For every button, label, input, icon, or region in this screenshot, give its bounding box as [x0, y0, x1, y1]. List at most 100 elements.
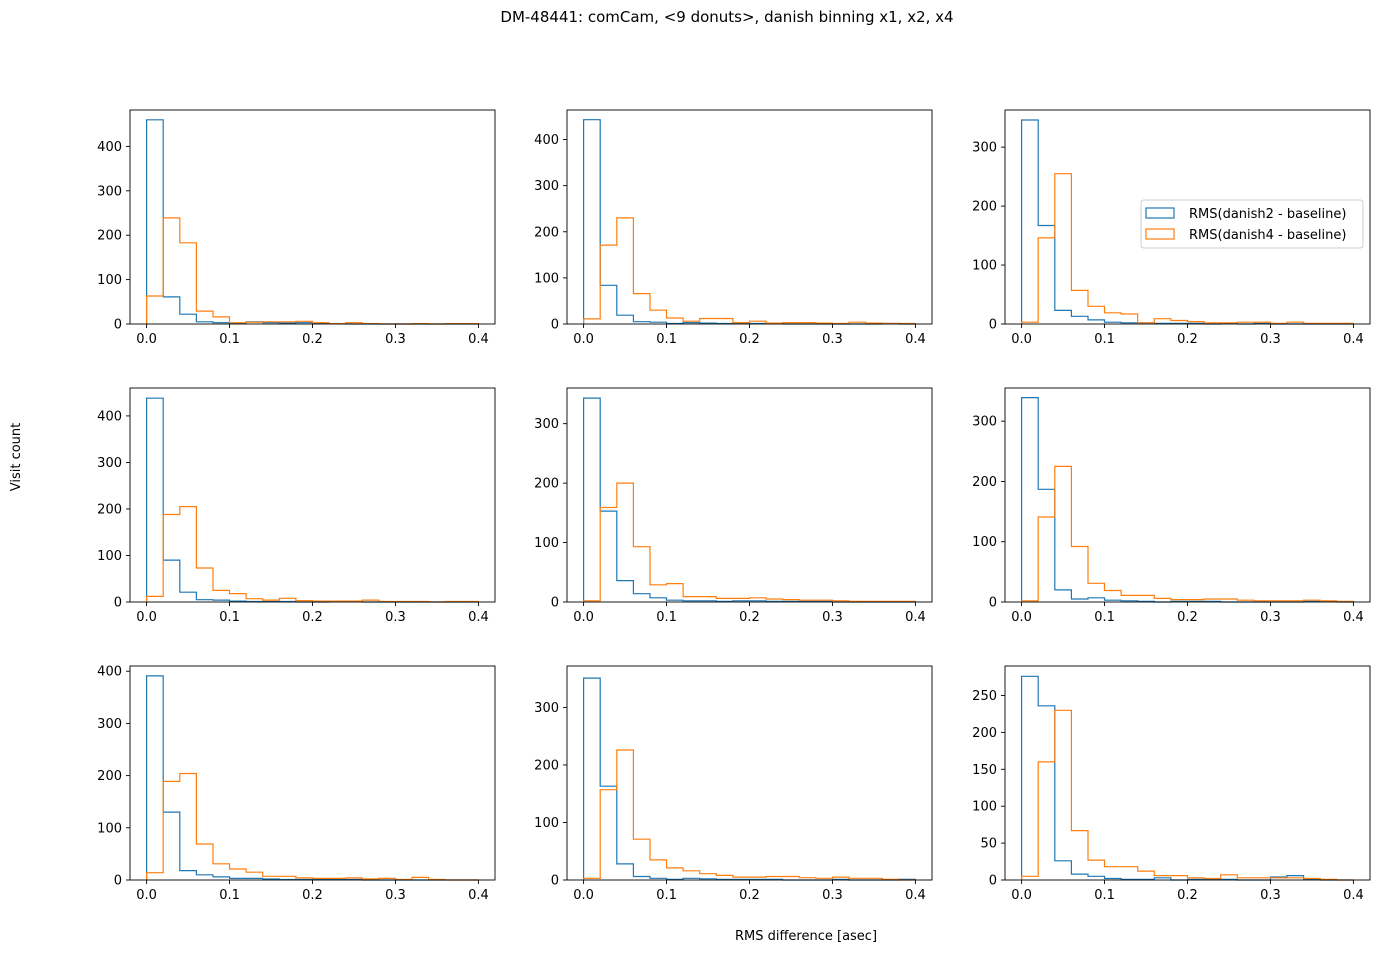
- y-tick-label: 100: [972, 800, 997, 815]
- x-tick-label: 0.2: [739, 332, 760, 347]
- figure-title: DM-48441: comCam, <9 donuts>, danish bin…: [500, 8, 953, 26]
- x-tick-label: 0.1: [219, 888, 240, 903]
- x-tick-label: 0.0: [1011, 332, 1032, 347]
- x-tick-label: 0.1: [656, 888, 677, 903]
- legend-box: [1140, 199, 1364, 249]
- x-tick-label: 0.2: [1177, 610, 1198, 625]
- x-tick-label: 0.1: [656, 332, 677, 347]
- x-tick-label: 0.3: [1260, 332, 1281, 347]
- y-tick-label: 0: [989, 318, 997, 333]
- x-tick-label: 0.1: [219, 610, 240, 625]
- y-tick-label: 400: [97, 140, 122, 155]
- y-tick-label: 0: [551, 874, 559, 889]
- x-tick-label: 0.1: [1094, 888, 1115, 903]
- histogram-series-2-panel-5: [583, 482, 916, 602]
- y-tick-label: 100: [534, 536, 559, 551]
- y-tick-label: 300: [97, 717, 122, 732]
- x-tick-label: 0.1: [656, 610, 677, 625]
- y-tick-label: 200: [972, 726, 997, 741]
- y-tick-label: 300: [972, 415, 997, 430]
- x-tick-label: 0.4: [468, 888, 489, 903]
- histogram-series-2-panel-3: [1021, 173, 1354, 324]
- x-tick-label: 0.2: [302, 610, 323, 625]
- y-tick-label: 0: [114, 596, 122, 611]
- y-tick-label: 100: [534, 271, 559, 286]
- y-tick-label: 300: [972, 141, 997, 156]
- histogram-panel-7: 0.0 0.1 0.2 0.3 0.4 0 100 200 300 400: [97, 665, 496, 903]
- y-tick-label: 200: [97, 502, 122, 517]
- histogram-panel-2: 0.0 0.1 0.2 0.3 0.4 0 100 200 300 400 RMS(danish2 …: [534, 109, 1364, 347]
- y-tick-label: 200: [972, 200, 997, 215]
- x-tick-label: 0.0: [573, 610, 594, 625]
- y-tick-label: 300: [97, 456, 122, 471]
- x-tick-label: 0.1: [219, 332, 240, 347]
- x-tick-label: 0.1: [1094, 332, 1115, 347]
- legend-label-1: RMS(danish2 - baseline): [1189, 207, 1346, 222]
- histogram-panel-6: 0.0 0.1 0.2 0.3 0.4 0 100 200 300: [972, 387, 1371, 625]
- histogram-series-2-panel-8: [583, 749, 916, 881]
- y-tick-label: 100: [97, 273, 122, 288]
- y-tick-label: 100: [972, 259, 997, 274]
- histogram-panel-4: 0.0 0.1 0.2 0.3 0.4 0 100 200 300 400: [97, 387, 496, 625]
- y-tick-label: 150: [972, 763, 997, 778]
- x-tick-label: 0.4: [905, 332, 926, 347]
- x-axis-label: RMS difference [asec]: [735, 929, 877, 944]
- legend: RMS(danish2 - baseline) RMS(danish4 - bas…: [1140, 199, 1364, 249]
- x-tick-label: 0.0: [136, 610, 157, 625]
- y-tick-label: 0: [989, 596, 997, 611]
- y-tick-label: 400: [97, 409, 122, 424]
- legend-swatch-2: [1145, 228, 1175, 240]
- x-tick-label: 0.0: [136, 332, 157, 347]
- x-tick-label: 0.2: [739, 610, 760, 625]
- y-tick-label: 200: [534, 758, 559, 773]
- y-tick-label: 200: [97, 769, 122, 784]
- y-tick-label: 0: [114, 318, 122, 333]
- y-tick-label: 0: [551, 596, 559, 611]
- x-tick-label: 0.3: [822, 888, 843, 903]
- x-tick-label: 0.3: [822, 610, 843, 625]
- x-tick-label: 0.3: [385, 888, 406, 903]
- x-tick-label: 0.1: [1094, 610, 1115, 625]
- y-tick-label: 50: [980, 837, 997, 852]
- y-tick-label: 100: [972, 535, 997, 550]
- y-tick-label: 200: [534, 477, 559, 492]
- histogram-series-2-panel-7: [146, 772, 479, 881]
- y-tick-label: 300: [534, 179, 559, 194]
- y-tick-label: 100: [534, 816, 559, 831]
- histogram-series-2-panel-2: [583, 217, 916, 325]
- y-tick-label: 200: [972, 475, 997, 490]
- x-tick-label: 0.0: [1011, 610, 1032, 625]
- y-tick-label: 0: [114, 874, 122, 889]
- x-tick-label: 0.4: [468, 610, 489, 625]
- x-tick-label: 0.0: [1011, 888, 1032, 903]
- legend-swatch-1: [1145, 207, 1175, 219]
- y-tick-label: 0: [989, 874, 997, 889]
- y-tick-label: 100: [97, 821, 122, 836]
- y-tick-label: 400: [534, 133, 559, 148]
- x-tick-label: 0.0: [136, 888, 157, 903]
- histogram-panel-8: 0.0 0.1 0.2 0.3 0.4 0 100 200 300: [534, 665, 933, 903]
- y-tick-label: 0: [551, 318, 559, 333]
- histogram-panel-9: 0.0 0.1 0.2 0.3 0.4 0 50 100 150 200 250: [972, 665, 1371, 903]
- histogram-series-2-panel-6: [1021, 465, 1354, 602]
- x-tick-label: 0.4: [1343, 610, 1364, 625]
- histogram-series-2-panel-9: [1021, 709, 1354, 881]
- x-tick-label: 0.3: [385, 332, 406, 347]
- x-tick-label: 0.4: [1343, 888, 1364, 903]
- y-axis-label: Visit count: [9, 423, 24, 492]
- histogram-panels: 0.0 0.1 0.2 0.3 0.4 0 100 200 300 400 0.0 0.1 0.2 0.3…: [97, 109, 1371, 903]
- x-tick-label: 0.0: [573, 888, 594, 903]
- x-tick-label: 0.3: [822, 332, 843, 347]
- histogram-panel-5: 0.0 0.1 0.2 0.3 0.4 0 100 200 300: [534, 387, 933, 625]
- y-tick-label: 100: [97, 549, 122, 564]
- y-tick-label: 200: [97, 229, 122, 244]
- x-tick-label: 0.2: [302, 888, 323, 903]
- x-tick-label: 0.4: [468, 332, 489, 347]
- y-tick-label: 200: [534, 225, 559, 240]
- y-tick-label: 300: [534, 417, 559, 432]
- x-tick-label: 0.2: [302, 332, 323, 347]
- x-tick-label: 0.2: [739, 888, 760, 903]
- histogram-panel-1: 0.0 0.1 0.2 0.3 0.4 0 100 200 300 400: [97, 109, 496, 347]
